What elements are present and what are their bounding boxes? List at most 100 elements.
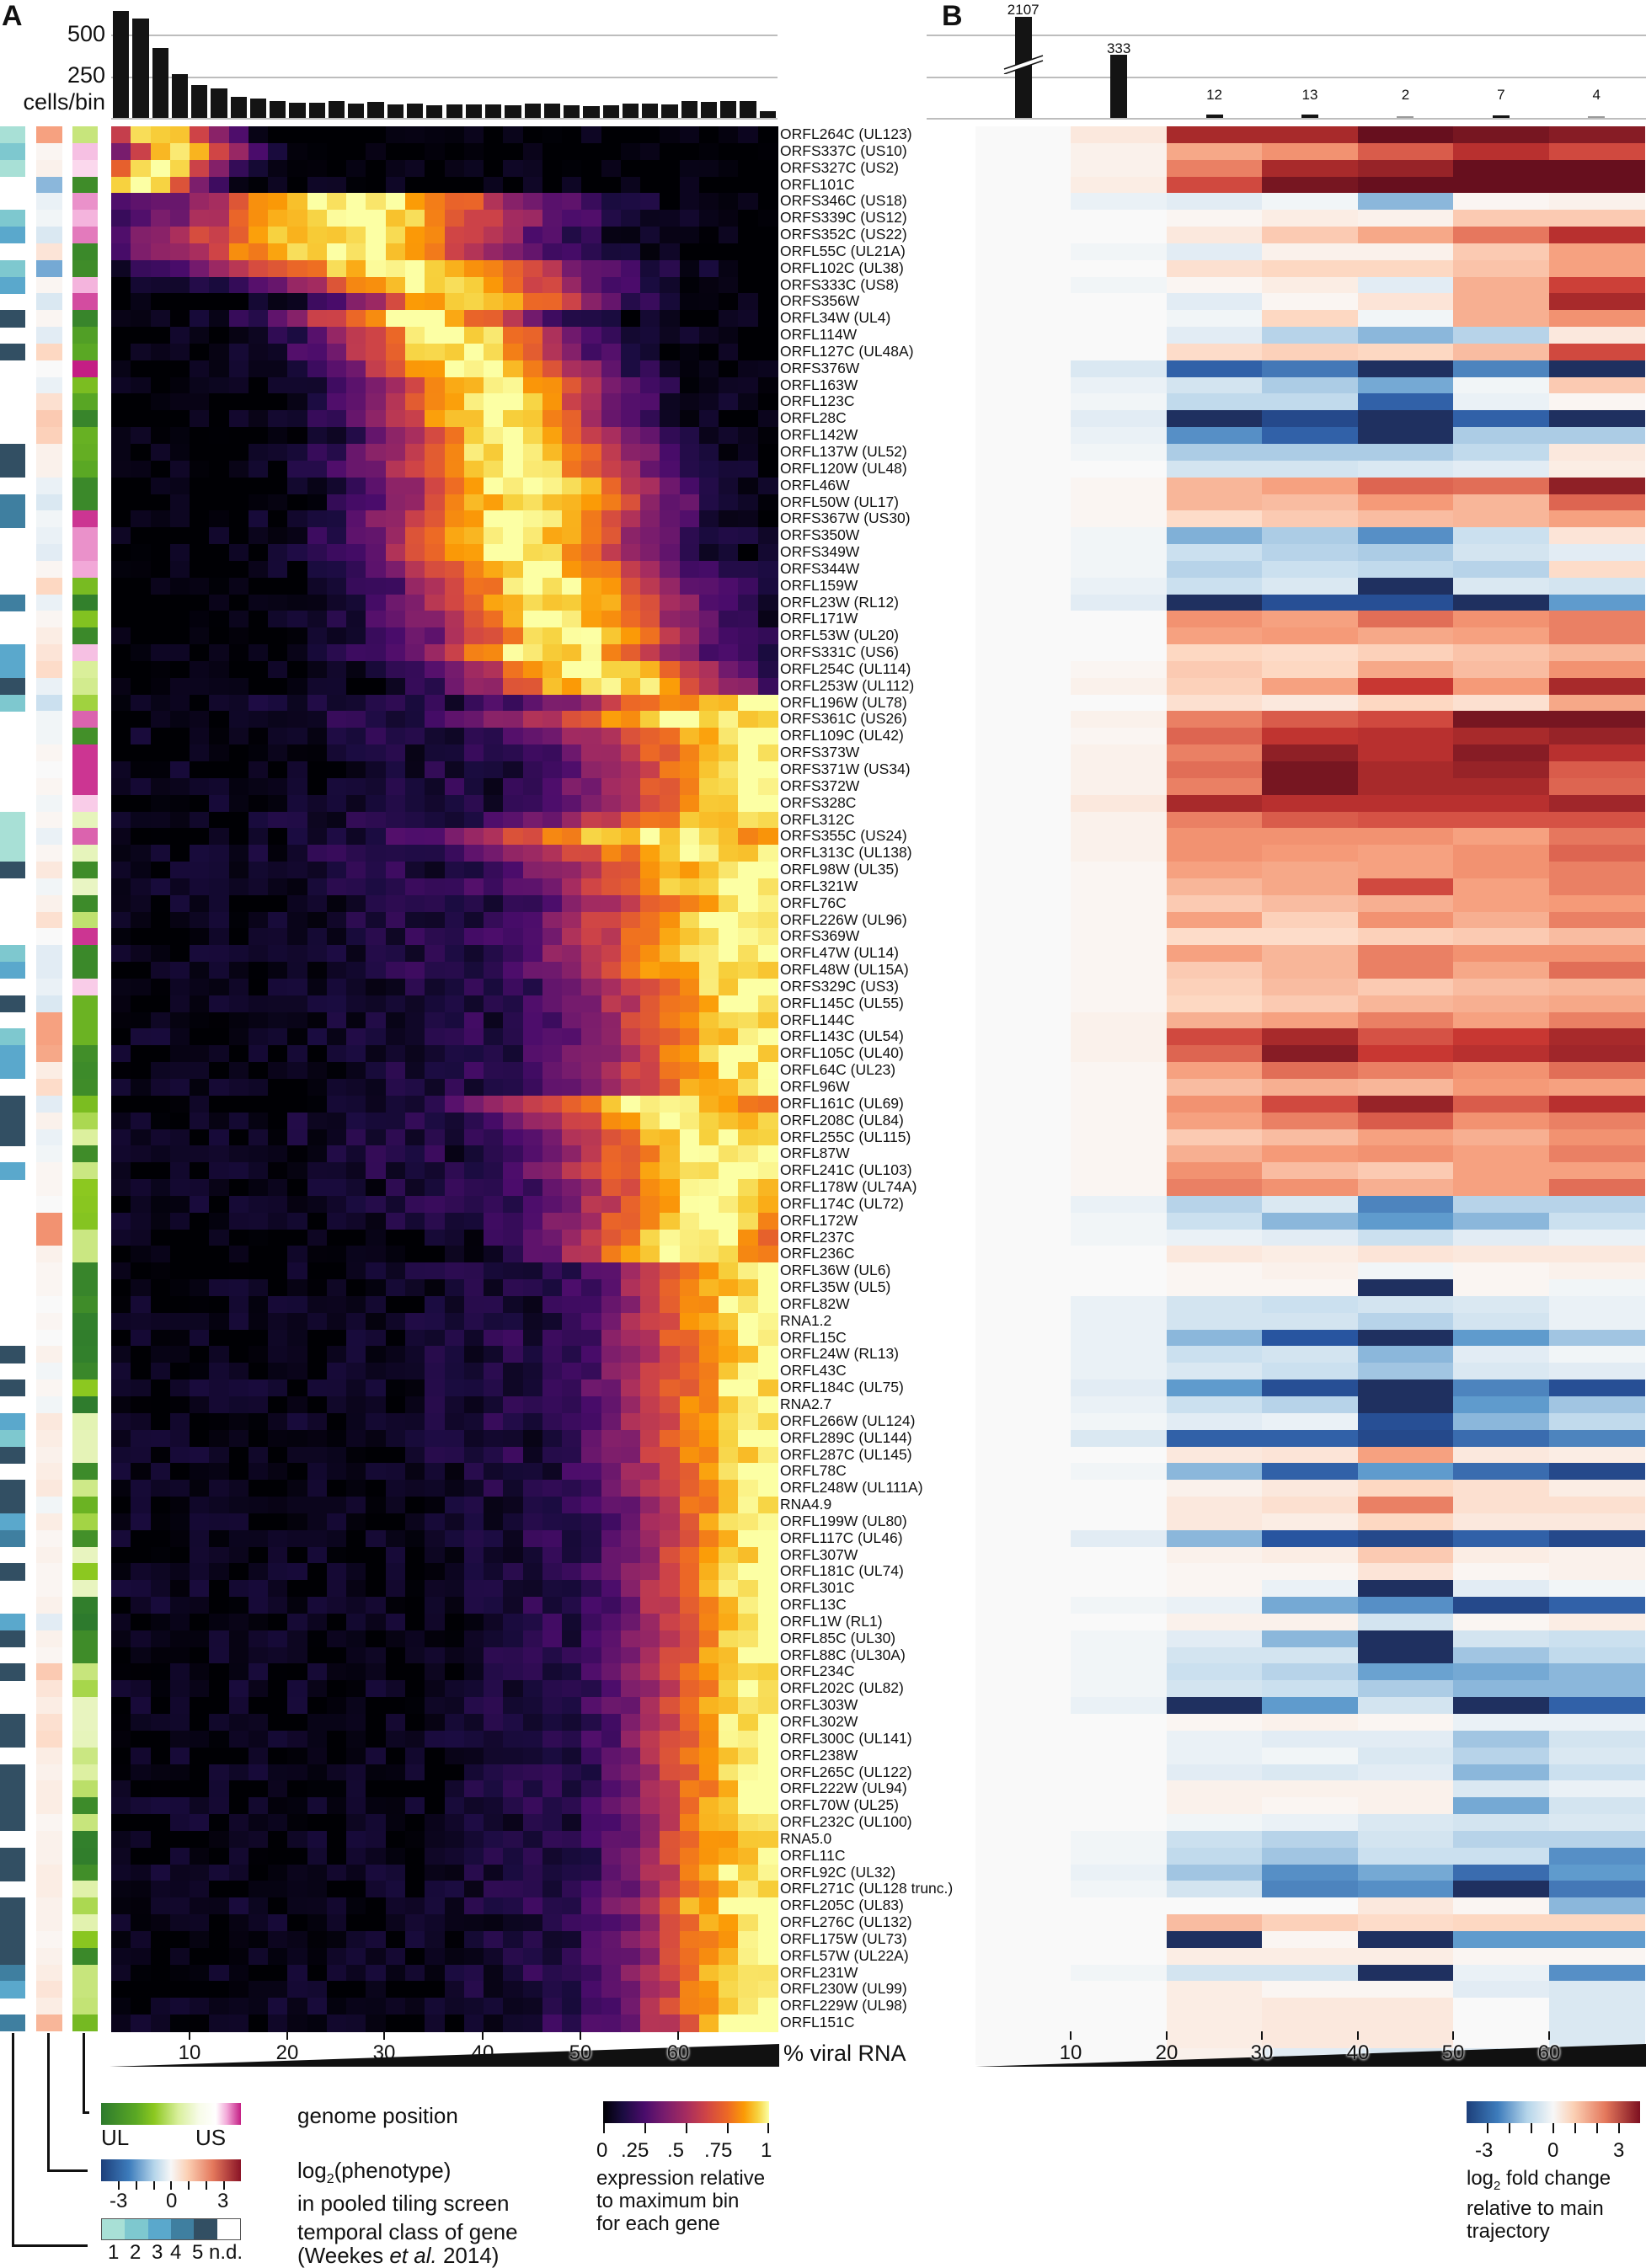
gene-label: ORFL102C (UL38) bbox=[780, 259, 904, 276]
genome-position-cell bbox=[72, 1814, 98, 1832]
expression-cell bbox=[425, 427, 446, 445]
expression-cell bbox=[542, 777, 563, 796]
expression-cell bbox=[738, 1797, 759, 1815]
expression-cell bbox=[444, 427, 465, 445]
expression-cell bbox=[366, 862, 387, 879]
expression-cell bbox=[757, 510, 778, 528]
expression-cell bbox=[425, 494, 446, 511]
fold-change-cell bbox=[1071, 1646, 1168, 1665]
expression-cell bbox=[287, 1897, 308, 1915]
expression-cell bbox=[444, 1396, 465, 1414]
expression-cell bbox=[679, 1329, 700, 1347]
expression-cell bbox=[719, 962, 740, 979]
expression-cell bbox=[484, 1764, 504, 1781]
expression-cell bbox=[738, 1529, 759, 1548]
expression-cell bbox=[111, 427, 131, 445]
expression-cell bbox=[620, 1497, 641, 1514]
expression-cell bbox=[385, 1429, 406, 1448]
fold-change-cell bbox=[1548, 928, 1645, 946]
expression-cell bbox=[131, 962, 152, 979]
expression-cell bbox=[640, 1446, 660, 1464]
expression-cell bbox=[150, 1563, 171, 1581]
expression-cell bbox=[209, 477, 230, 495]
expression-cell bbox=[738, 210, 759, 227]
expression-cell bbox=[150, 1079, 171, 1097]
expression-cell bbox=[698, 410, 719, 428]
expression-cell bbox=[425, 460, 446, 478]
expression-cell bbox=[228, 694, 249, 712]
expression-cell bbox=[698, 845, 719, 862]
expression-cell bbox=[268, 1914, 288, 1932]
expression-cell bbox=[404, 828, 425, 846]
expression-cell bbox=[425, 259, 446, 278]
expression-cell bbox=[581, 1697, 602, 1715]
fold-change-cell bbox=[975, 1112, 1072, 1130]
expression-cell bbox=[346, 594, 367, 612]
expression-cell bbox=[679, 1346, 700, 1363]
expression-cell bbox=[287, 1212, 308, 1230]
expression-cell bbox=[679, 1045, 700, 1063]
phenotype-cell bbox=[36, 1663, 62, 1681]
expression-cell bbox=[268, 1179, 288, 1197]
expression-cell bbox=[385, 1162, 406, 1180]
temporal-class-cell bbox=[0, 1379, 25, 1397]
expression-cell bbox=[562, 811, 582, 829]
expression-cell bbox=[268, 1814, 288, 1832]
fold-change-cell bbox=[1262, 1497, 1359, 1514]
expression-cell bbox=[581, 1580, 602, 1598]
expression-cell bbox=[346, 1780, 367, 1798]
fold-change-cell bbox=[1262, 159, 1359, 178]
fold-change-cell bbox=[1262, 1379, 1359, 1397]
expression-cell bbox=[757, 310, 778, 328]
expression-cell bbox=[640, 410, 660, 428]
expression-cell bbox=[404, 911, 425, 930]
expression-cell bbox=[757, 1663, 778, 1681]
expression-cell bbox=[581, 1212, 602, 1230]
expression-cell bbox=[738, 744, 759, 762]
expression-cell bbox=[190, 1747, 210, 1765]
expression-cell bbox=[484, 1630, 504, 1648]
expression-cell bbox=[248, 1529, 269, 1548]
expression-cell bbox=[190, 728, 210, 745]
expression-cell bbox=[601, 393, 622, 411]
fold-change-cell bbox=[1166, 777, 1263, 796]
fold-change-cell bbox=[1548, 1546, 1645, 1565]
expression-cell bbox=[150, 1897, 171, 1915]
expression-cell bbox=[719, 1546, 740, 1565]
gene-label: ORFL36W (UL6) bbox=[780, 1262, 891, 1279]
expression-cell bbox=[346, 995, 367, 1013]
expression-cell bbox=[562, 1914, 582, 1932]
expression-cell bbox=[679, 945, 700, 963]
expression-cell bbox=[698, 777, 719, 796]
phenotype-cell bbox=[36, 761, 62, 779]
expression-cell bbox=[719, 1011, 740, 1030]
expression-cell bbox=[757, 1964, 778, 1982]
expression-cell bbox=[660, 1045, 681, 1063]
expression-cell bbox=[463, 393, 484, 411]
expression-cell bbox=[640, 794, 660, 813]
expression-cell bbox=[698, 310, 719, 328]
expression-cell bbox=[307, 1229, 328, 1247]
expression-cell bbox=[660, 1580, 681, 1598]
expression-cell bbox=[640, 1563, 660, 1581]
expression-cell bbox=[228, 945, 249, 963]
expression-cell bbox=[150, 1513, 171, 1531]
fold-change-cell bbox=[1166, 1580, 1263, 1598]
expression-cell bbox=[268, 728, 288, 745]
expression-cell bbox=[287, 878, 308, 896]
expression-cell bbox=[404, 1145, 425, 1163]
expression-cell bbox=[719, 1897, 740, 1915]
expression-cell bbox=[660, 845, 681, 862]
fold-change-cell bbox=[1357, 911, 1454, 930]
fold-change-cell bbox=[1453, 1396, 1550, 1414]
phenotype-cell bbox=[36, 1363, 62, 1380]
expression-cell bbox=[444, 193, 465, 211]
expression-cell bbox=[228, 878, 249, 896]
expression-cell bbox=[503, 1480, 524, 1497]
expression-cell bbox=[169, 126, 190, 144]
expression-cell bbox=[719, 1246, 740, 1263]
expression-cell bbox=[698, 1129, 719, 1146]
expression-cell bbox=[268, 460, 288, 478]
expression-cell bbox=[757, 494, 778, 511]
gene-label: ORFL127C (UL48A) bbox=[780, 342, 914, 360]
